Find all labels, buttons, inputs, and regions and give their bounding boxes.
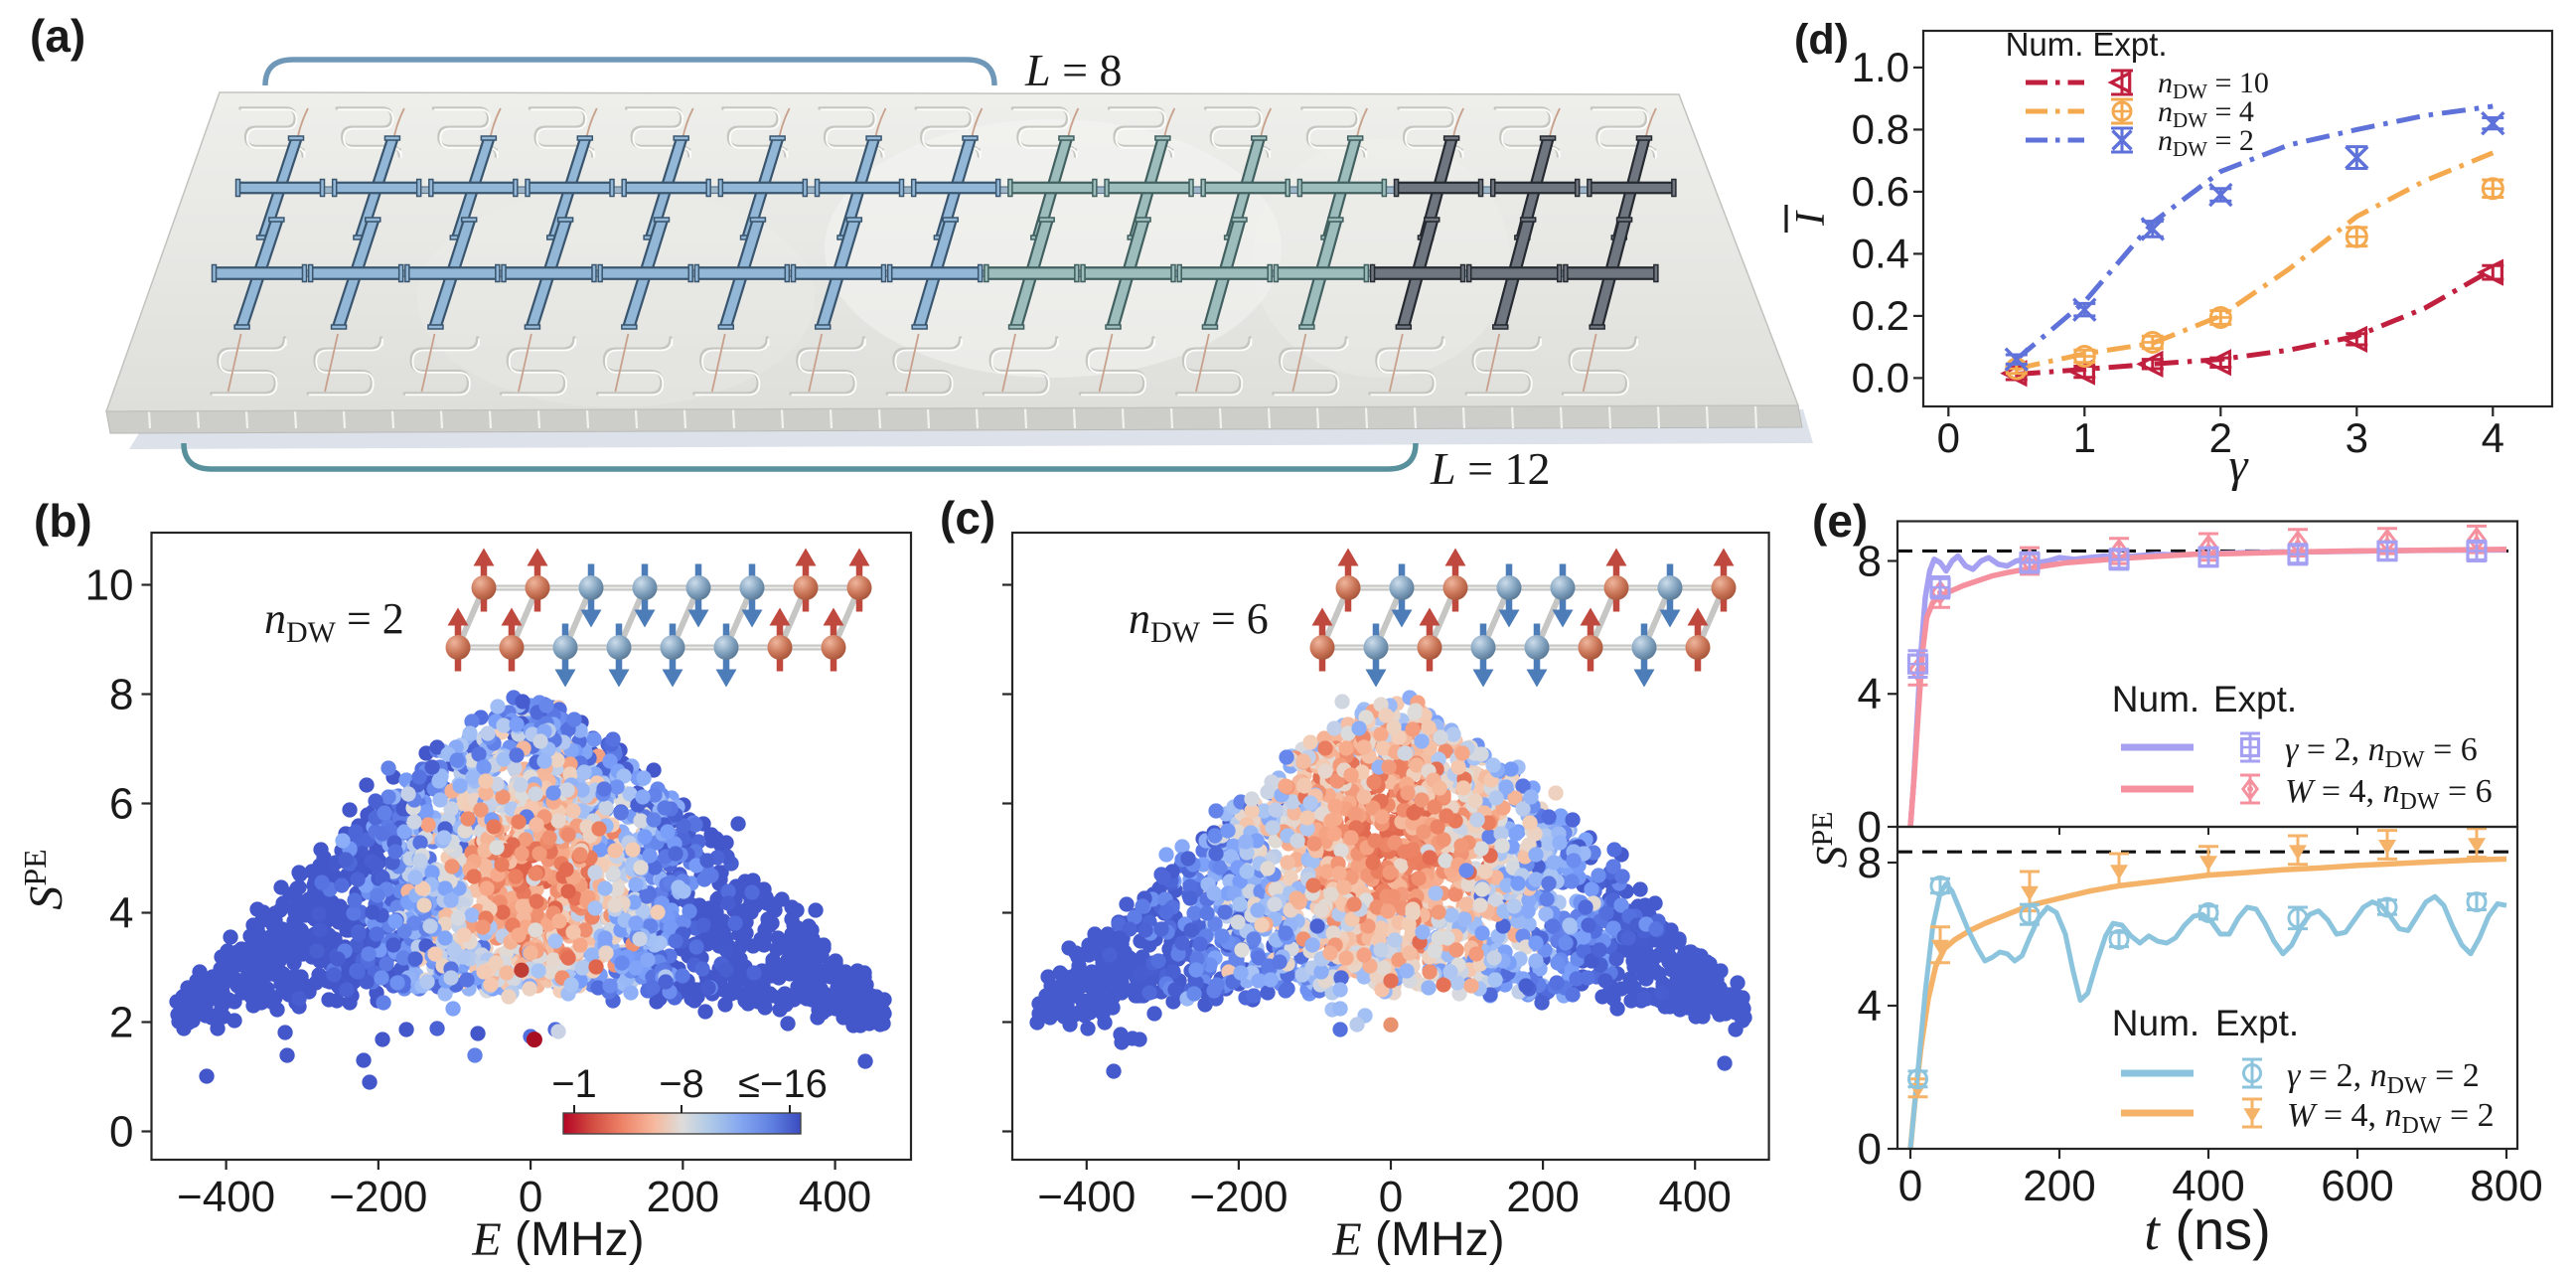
svg-text:8: 8	[1858, 839, 1882, 887]
svg-text:0: 0	[1858, 1125, 1882, 1174]
svg-text:(c): (c)	[940, 492, 995, 544]
svg-text:0.2: 0.2	[1852, 292, 1909, 339]
svg-text:W = 4, nDW = 6: W = 4, nDW = 6	[2285, 773, 2493, 815]
svg-text:400: 400	[1658, 1173, 1731, 1221]
svg-text:Num.: Num.	[2006, 26, 2084, 63]
svg-text:400: 400	[2172, 1162, 2244, 1210]
svg-text:8: 8	[1858, 537, 1882, 585]
svg-text:SPE: SPE	[1806, 811, 1856, 868]
svg-text:(a): (a)	[30, 10, 85, 62]
svg-text:4: 4	[2482, 414, 2504, 461]
svg-text:200: 200	[1506, 1173, 1579, 1221]
svg-text:Expt.: Expt.	[2215, 1003, 2299, 1043]
svg-text:SPE: SPE	[17, 849, 73, 909]
svg-text:0: 0	[519, 1173, 542, 1221]
svg-text:2: 2	[2209, 414, 2232, 461]
svg-text:Expt.: Expt.	[2213, 679, 2297, 719]
svg-text:0: 0	[1858, 803, 1882, 852]
svg-text:0: 0	[109, 1108, 133, 1157]
svg-text:γ = 2, nDW = 6: γ = 2, nDW = 6	[2285, 731, 2478, 773]
svg-text:1: 1	[2073, 414, 2096, 461]
svg-text:nDW = 2: nDW = 2	[264, 594, 404, 649]
svg-text:γ = 2, nDW = 2: γ = 2, nDW = 2	[2287, 1057, 2480, 1099]
svg-text:t (ns): t (ns)	[2144, 1198, 2271, 1262]
svg-text:4: 4	[1858, 670, 1882, 718]
svg-text:γ: γ	[2229, 439, 2249, 492]
svg-text:L = 12: L = 12	[1430, 443, 1551, 494]
svg-text:4: 4	[109, 889, 133, 938]
svg-text:200: 200	[647, 1173, 719, 1221]
svg-text:Num.: Num.	[2112, 1003, 2199, 1043]
svg-text:10: 10	[85, 561, 134, 610]
svg-text:−1: −1	[551, 1062, 597, 1106]
svg-text:6: 6	[109, 780, 133, 829]
svg-text:Expt.: Expt.	[2092, 26, 2167, 63]
svg-text:800: 800	[2470, 1162, 2542, 1210]
svg-text:nDW = 4: nDW = 4	[2158, 95, 2254, 132]
svg-text:≤−16: ≤−16	[738, 1062, 828, 1106]
svg-text:nDW = 10: nDW = 10	[2158, 67, 2269, 103]
svg-text:4: 4	[1858, 982, 1882, 1031]
svg-text:W = 4, nDW = 2: W = 4, nDW = 2	[2287, 1097, 2495, 1139]
svg-text:2: 2	[109, 999, 133, 1047]
svg-text:0.8: 0.8	[1852, 105, 1909, 152]
svg-text:I: I	[1788, 210, 1834, 227]
svg-text:400: 400	[799, 1173, 871, 1221]
svg-text:−400: −400	[177, 1173, 275, 1221]
svg-text:(b): (b)	[34, 495, 92, 547]
svg-text:0.4: 0.4	[1852, 230, 1909, 276]
svg-text:−200: −200	[329, 1173, 427, 1221]
svg-text:8: 8	[109, 671, 133, 719]
svg-text:nDW = 2: nDW = 2	[2158, 124, 2254, 161]
svg-text:0: 0	[1937, 414, 1960, 461]
svg-text:0.6: 0.6	[1852, 168, 1909, 215]
svg-text:(d): (d)	[1794, 16, 1849, 64]
svg-text:3: 3	[2346, 414, 2368, 461]
svg-text:nDW = 6: nDW = 6	[1129, 594, 1269, 649]
svg-text:−400: −400	[1037, 1173, 1136, 1221]
svg-text:−8: −8	[659, 1062, 704, 1106]
svg-text:0: 0	[1898, 1162, 1922, 1210]
svg-text:Num.: Num.	[2112, 679, 2199, 719]
svg-text:600: 600	[2321, 1162, 2393, 1210]
svg-text:0.0: 0.0	[1852, 354, 1909, 400]
svg-text:−200: −200	[1189, 1173, 1288, 1221]
svg-text:1.0: 1.0	[1852, 44, 1909, 90]
svg-text:L = 8: L = 8	[1024, 45, 1123, 95]
svg-text:(e): (e)	[1812, 495, 1868, 547]
svg-text:E (MHz): E (MHz)	[471, 1213, 644, 1266]
svg-text:E (MHz): E (MHz)	[1331, 1213, 1504, 1266]
svg-text:0: 0	[1379, 1173, 1403, 1221]
svg-text:200: 200	[2023, 1162, 2095, 1210]
